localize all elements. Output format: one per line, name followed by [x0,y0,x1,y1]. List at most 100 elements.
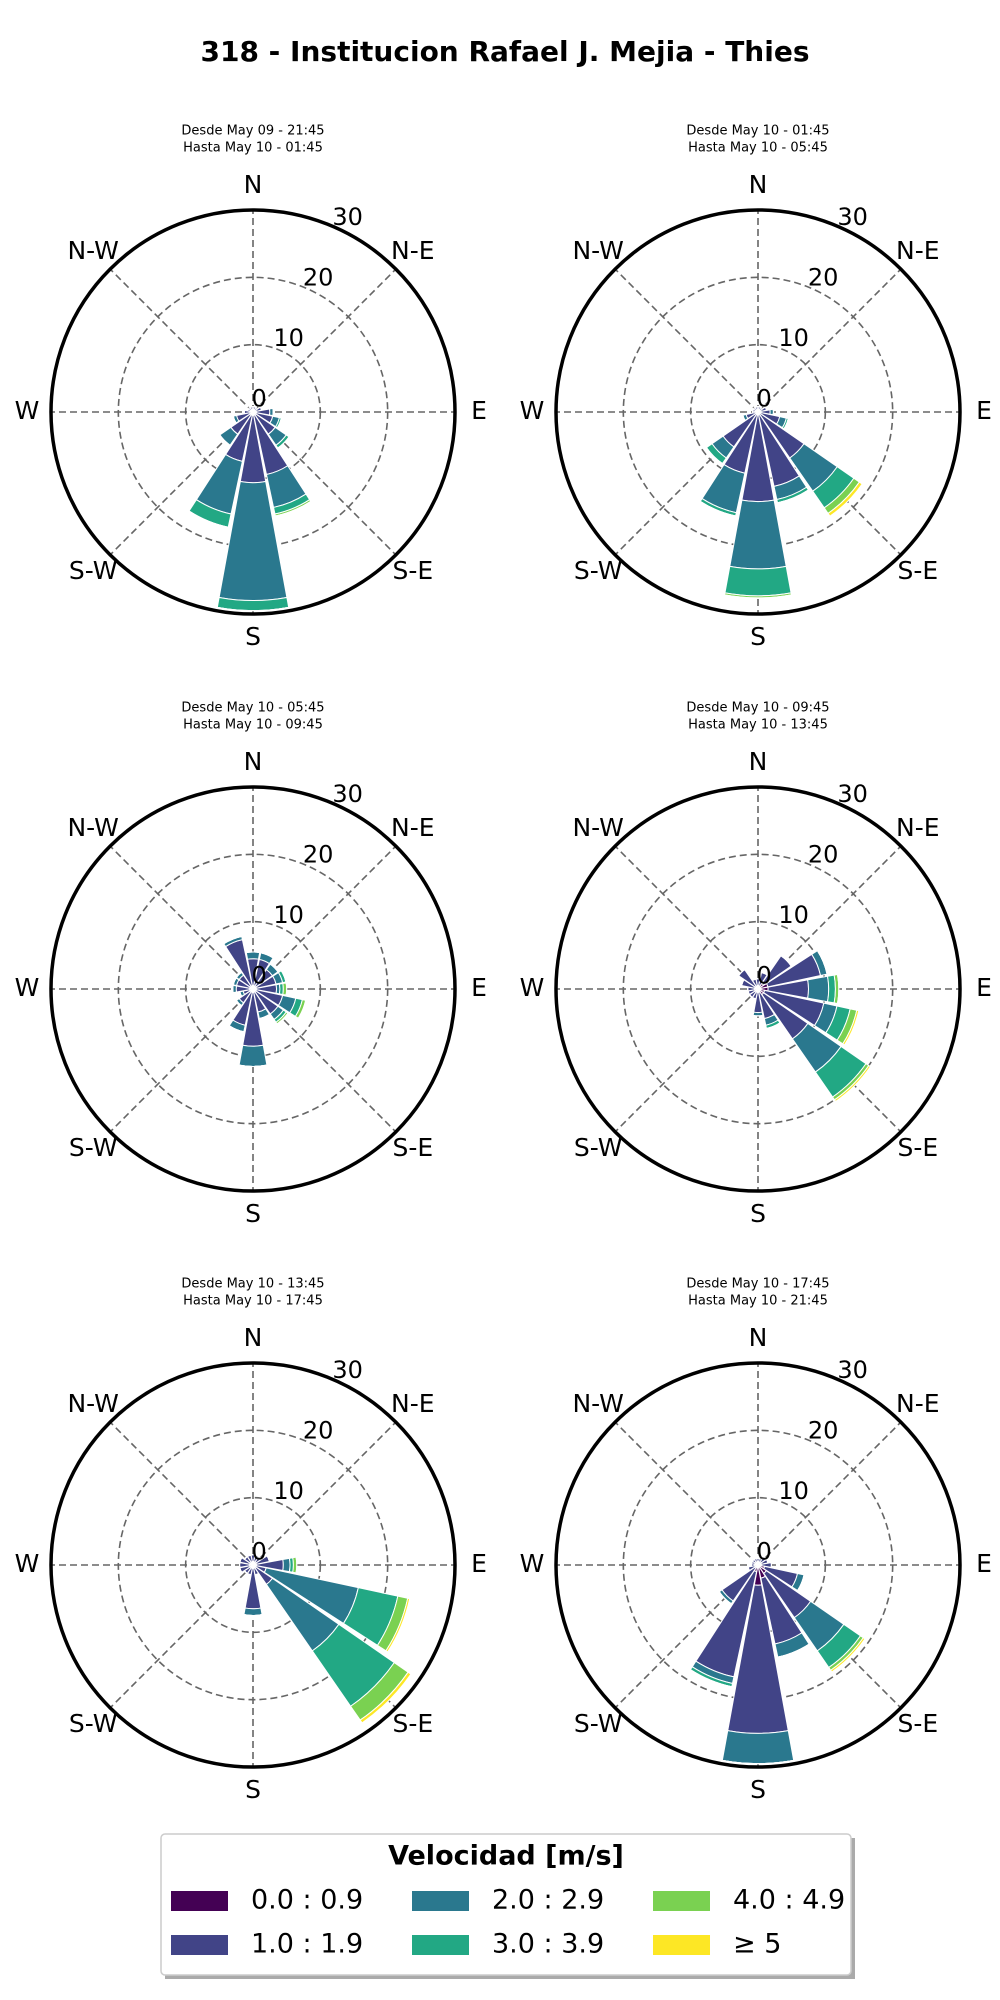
subplot-title: Desde May 10 - 09:45 [686,701,829,716]
r-tick-label: 0 [251,961,266,989]
direction-label: E [471,973,487,1002]
direction-label: S-E [897,1709,938,1738]
r-tick-label: 20 [303,263,334,291]
bar-segment [260,952,274,959]
legend-swatch [412,1935,469,1955]
subplot-title: Desde May 10 - 01:45 [686,124,829,139]
spoke [757,1421,902,1566]
bar-segment [238,1044,268,1067]
bar-segment [724,565,792,597]
bar-segment [754,1557,757,1560]
bar-segment [721,1730,795,1765]
legend-label: 1.0 : 1.9 [251,1929,363,1960]
grid-circle [117,1429,389,1701]
direction-label: N-W [572,236,623,265]
r-tick-label: 30 [332,1356,363,1384]
bar-segment [232,416,237,424]
grid-circle [622,853,894,1125]
direction-label: S-W [574,556,623,585]
bar-segment [235,971,242,978]
grid-circle [184,1496,322,1634]
spoke [252,845,397,990]
direction-label: S-E [897,1133,938,1162]
spoke [109,1564,254,1709]
bar-segment [285,982,288,996]
r-tick-label: 0 [756,384,771,412]
r-tick-label: 20 [808,840,839,868]
bar-segment [246,951,260,954]
bar-segment [826,974,836,1004]
legend-swatch [171,1891,228,1911]
subplot-title: Hasta May 10 - 21:45 [688,1294,828,1309]
direction-label: N [749,747,768,776]
legend-swatch [171,1935,228,1955]
bar-segment [295,1557,298,1573]
direction-label: N-W [572,1389,623,1418]
grid-circle [117,853,389,1125]
axis-circle [49,785,457,1193]
subplot-title: Hasta May 10 - 17:45 [183,1294,323,1309]
direction-label: S [750,1199,766,1228]
r-tick-label: 0 [756,1537,771,1565]
axis-circle [554,785,962,1193]
direction-label: S-E [392,556,433,585]
direction-label: S [245,1199,261,1228]
r-tick-label: 0 [251,384,266,412]
spoke [614,845,759,990]
bar-segment [282,1557,291,1573]
bar-segment [842,1009,860,1046]
direction-label: S-E [392,1133,433,1162]
direction-label: S-W [69,556,118,585]
legend-label: ≥ 5 [733,1929,781,1960]
bar-segment [239,1557,243,1563]
direction-label: N [244,170,263,199]
direction-label: N-W [572,813,623,842]
subplot-title: Hasta May 10 - 09:45 [183,718,323,733]
r-tick-label: 20 [303,840,334,868]
direction-label: S [245,622,261,651]
direction-label: S [750,1775,766,1804]
bar-segment [741,979,745,986]
r-tick-label: 10 [273,324,304,352]
bar-segment [245,951,261,960]
subplot-title: Hasta May 10 - 01:45 [183,141,323,156]
direction-label: S-E [897,556,938,585]
spoke [109,845,254,990]
r-tick-label: 30 [332,780,363,808]
subplot-title: Desde May 10 - 17:45 [686,1277,829,1292]
legend-swatch [653,1935,710,1955]
direction-label: N-E [896,813,940,842]
bar-segment [724,594,792,599]
bar-segment [783,418,789,430]
figure-title: 318 - Institucion Rafael J. Mejia - Thie… [200,35,809,68]
direction-label: N-E [896,1389,940,1418]
spoke [109,1421,254,1566]
direction-label: E [471,1549,487,1578]
legend-label: 2.0 : 2.9 [492,1885,604,1916]
r-tick-label: 20 [808,263,839,291]
spoke [614,1421,759,1566]
bar-segment [280,970,287,983]
direction-label: E [976,1549,992,1578]
spoke [252,1421,397,1566]
bar-segment [359,1671,412,1724]
r-tick-label: 10 [778,901,809,929]
bar-segment [747,1567,750,1571]
direction-label: S [750,622,766,651]
direction-label: S-E [392,1709,433,1738]
direction-label: N-W [67,236,118,265]
r-tick-label: 30 [837,203,868,231]
direction-label: N-W [67,813,118,842]
r-tick-label: 10 [273,901,304,929]
direction-label: E [976,973,992,1002]
bar-segment [259,1014,270,1020]
spoke [109,268,254,413]
subplot-title: Hasta May 10 - 05:45 [688,141,828,156]
bar-segment [247,1554,251,1557]
direction-label: W [520,1549,545,1578]
bar-segment [243,1607,263,1617]
direction-label: E [976,396,992,425]
bar-segment [761,972,768,976]
bar-segment [752,978,756,981]
legend-swatch [653,1891,710,1911]
